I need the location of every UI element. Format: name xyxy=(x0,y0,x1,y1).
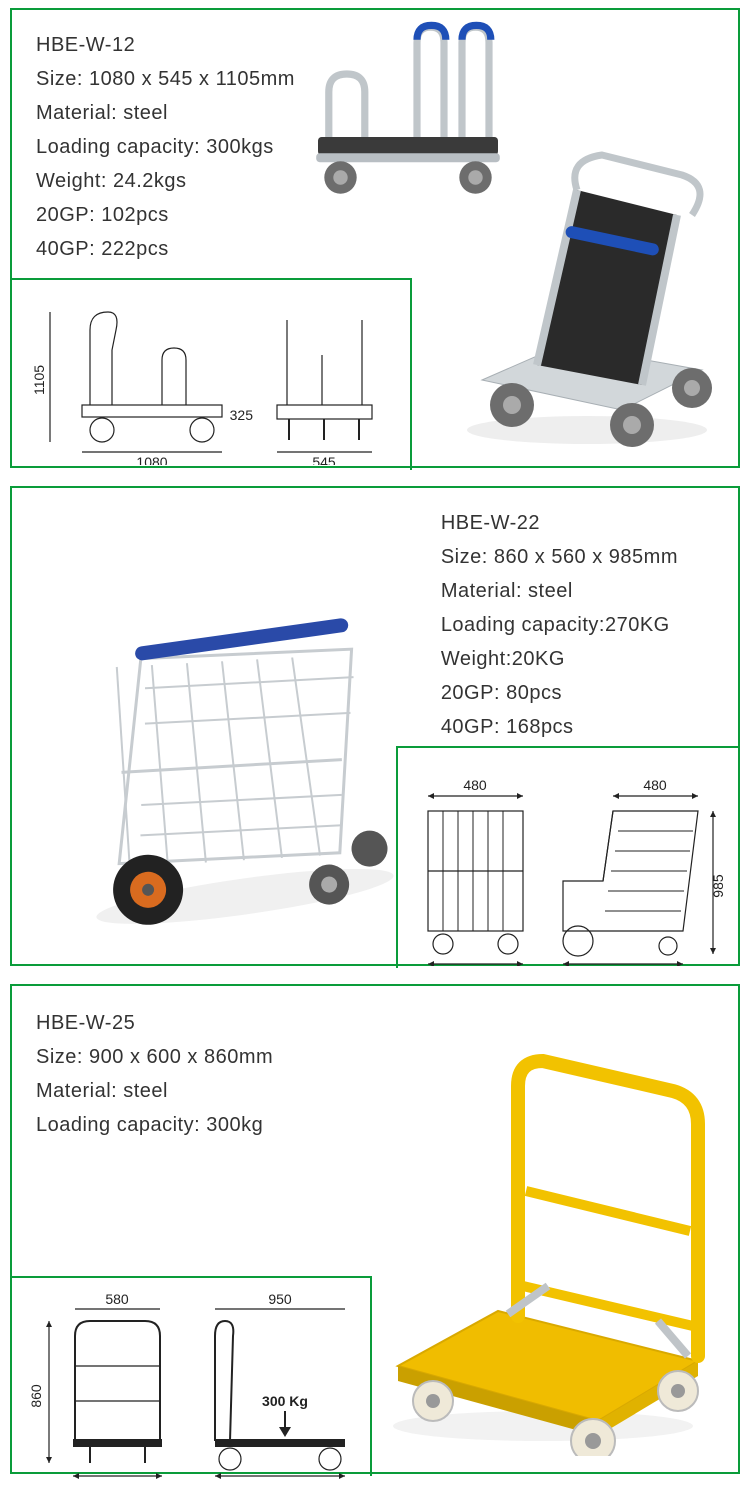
specs-block-1: HBE-W-12 Size: 1080 x 545 x 1105mm Mater… xyxy=(36,28,295,266)
spec-20gp: 20GP: 102pcs xyxy=(36,198,295,232)
dim-length: 1080 xyxy=(136,454,167,465)
divider-horizontal-1 xyxy=(12,278,412,280)
spec-capacity: Loading capacity: 300kg xyxy=(36,1108,273,1142)
dim-height: 1105 xyxy=(32,365,47,395)
divider-vertical-1 xyxy=(410,278,412,470)
spec-20gp: 20GP: 80pcs xyxy=(441,676,678,710)
spec-size: Size: 1080 x 545 x 1105mm xyxy=(36,62,295,96)
dim-depth: 325 xyxy=(230,407,254,423)
model-code: HBE-W-25 xyxy=(36,1006,273,1040)
spec-size: Size: 860 x 560 x 985mm xyxy=(441,540,678,574)
product-card-2: HBE-W-22 Size: 860 x 560 x 985mm Materia… xyxy=(10,486,740,966)
specs-block-3: HBE-W-25 Size: 900 x 600 x 860mm Materia… xyxy=(36,1006,273,1142)
spec-40gp: 40GP: 168pcs xyxy=(441,710,678,744)
spec-weight: Weight: 24.2kgs xyxy=(36,164,295,198)
spec-weight: Weight:20KG xyxy=(441,642,678,676)
model-code: HBE-W-22 xyxy=(441,506,678,540)
dim-top-a: 580 xyxy=(105,1291,129,1307)
model-code: HBE-W-12 xyxy=(36,28,295,62)
dim-width: 545 xyxy=(312,454,336,465)
spec-material: Material: steel xyxy=(441,574,678,608)
product-card-3: HBE-W-25 Size: 900 x 600 x 860mm Materia… xyxy=(10,984,740,1474)
dim-top-b: 950 xyxy=(268,1291,292,1307)
specs-block-2: HBE-W-22 Size: 860 x 560 x 985mm Materia… xyxy=(441,506,678,744)
divider-horizontal-3 xyxy=(12,1276,372,1278)
dim-bottom-b: 900 xyxy=(268,1478,292,1481)
dimension-diagram-2: 480 560 480 985 860 xyxy=(398,766,728,966)
dim-height: 860 xyxy=(30,1384,44,1408)
product-photo-1b xyxy=(442,130,732,460)
spec-material: Material: steel xyxy=(36,96,295,130)
spec-capacity: Loading capacity:270KG xyxy=(441,608,678,642)
divider-vertical-3 xyxy=(370,1276,372,1476)
product-photo-2 xyxy=(32,518,412,948)
spec-capacity: Loading capacity: 300kgs xyxy=(36,130,295,164)
spec-40gp: 40GP: 222pcs xyxy=(36,232,295,266)
dim-height: 985 xyxy=(710,874,726,898)
spec-size: Size: 900 x 600 x 860mm xyxy=(36,1040,273,1074)
dim-bottom-a: 600 xyxy=(105,1478,129,1481)
dimension-diagram-3: 580 860 600 950 300 Kg 900 xyxy=(30,1286,370,1481)
product-card-1: HBE-W-12 Size: 1080 x 545 x 1105mm Mater… xyxy=(10,8,740,468)
dim-top-b: 480 xyxy=(643,777,667,793)
dimension-diagram-1: 1105 1080 325 545 xyxy=(32,295,402,465)
product-photo-3 xyxy=(358,1026,718,1456)
load-label: 300 Kg xyxy=(262,1393,308,1409)
spec-material: Material: steel xyxy=(36,1074,273,1108)
dim-top-a: 480 xyxy=(463,777,487,793)
divider-horizontal-2 xyxy=(398,746,738,748)
